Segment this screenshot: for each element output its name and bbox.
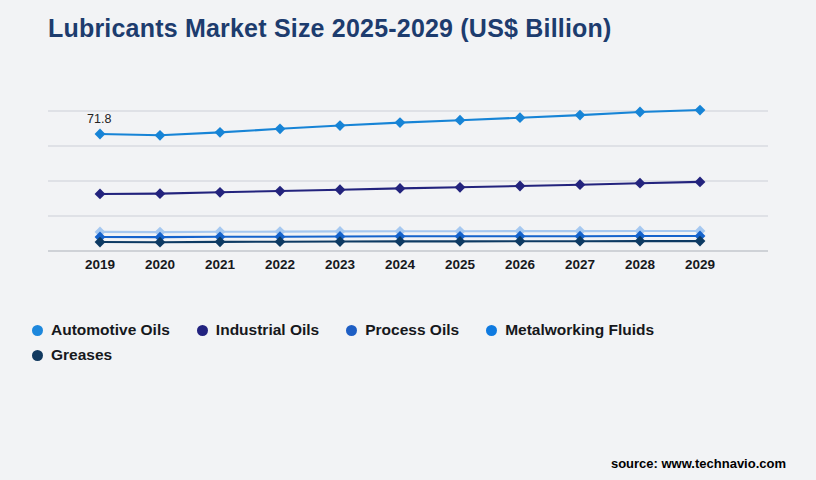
data-point-industrial-oils-2023[interactable] [335,184,346,195]
x-tick-label: 2022 [265,257,295,272]
data-point-automotive-oils-2024[interactable] [395,117,406,128]
legend-item-label: Greases [51,346,112,364]
data-point-industrial-oils-2019[interactable] [95,189,106,200]
x-tick-label: 2027 [565,257,595,272]
legend-item-label: Process Oils [365,321,459,339]
line-chart: 2019 2020 2021 2022 2023 2024 2025 2026 2027 2028… [0,88,816,280]
source-attribution: source: www.technavio.com [611,456,786,471]
data-point-automotive-oils-2021[interactable] [215,127,226,138]
data-point-industrial-oils-2026[interactable] [515,181,526,192]
data-point-industrial-oils-2021[interactable] [215,187,226,198]
chart-legend: Automotive Oils Industrial Oils Process … [32,321,732,364]
x-tick-label: 2025 [445,257,476,272]
legend-marker-icon [32,325,43,336]
data-point-industrial-oils-2022[interactable] [275,186,286,197]
legend-item-metalworking-fluids[interactable]: Metalworking Fluids [486,321,654,339]
data-point-automotive-oils-2025[interactable] [455,115,466,126]
legend-item-greases[interactable]: Greases [32,346,112,364]
data-point-automotive-oils-2028[interactable] [635,107,646,118]
chart-title: Lubricants Market Size 2025-2029 (US$ Bi… [48,14,612,43]
data-point-industrial-oils-2028[interactable] [635,178,646,189]
legend-item-industrial-oils[interactable]: Industrial Oils [197,321,319,339]
data-point-industrial-oils-2029[interactable] [695,177,706,188]
data-point-industrial-oils-2024[interactable] [395,183,406,194]
x-tick-label: 2020 [145,257,175,272]
legend-item-process-oils[interactable]: Process Oils [346,321,459,339]
data-point-industrial-oils-2025[interactable] [455,182,466,193]
data-point-automotive-oils-2023[interactable] [335,120,346,131]
legend-item-label: Automotive Oils [51,321,170,339]
legend-marker-icon [486,325,497,336]
chart-page: Lubricants Market Size 2025-2029 (US$ Bi… [0,0,816,480]
legend-item-label: Industrial Oils [216,321,319,339]
x-tick-label: 2024 [385,257,416,272]
legend-item-automotive-oils[interactable]: Automotive Oils [32,321,170,339]
legend-marker-icon [32,350,43,361]
data-point-automotive-oils-2020[interactable] [155,130,166,141]
legend-marker-icon [346,325,357,336]
x-tick-label: 2019 [85,257,115,272]
data-point-automotive-oils-2029[interactable] [695,105,706,116]
x-tick-label: 2029 [685,257,715,272]
data-label: 71.8 [87,112,111,126]
x-tick-label: 2026 [505,257,536,272]
legend-marker-icon [197,325,208,336]
x-tick-label: 2021 [205,257,236,272]
data-point-automotive-oils-2026[interactable] [515,112,526,123]
x-tick-label: 2028 [625,257,656,272]
data-point-automotive-oils-2022[interactable] [275,123,286,134]
legend-item-label: Metalworking Fluids [505,321,654,339]
data-point-industrial-oils-2020[interactable] [155,188,166,199]
x-tick-label: 2023 [325,257,356,272]
data-point-automotive-oils-2019[interactable] [95,129,106,140]
